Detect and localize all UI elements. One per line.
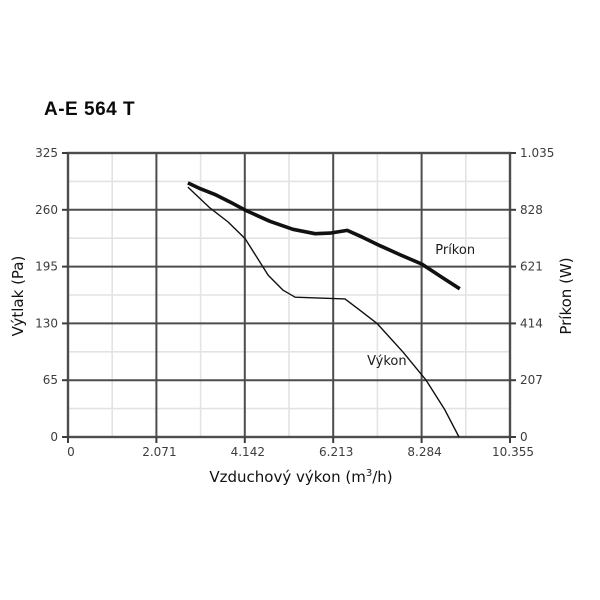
series-vykon-label: Výkon xyxy=(367,354,407,369)
y-right-tick-label: 414 xyxy=(520,316,543,330)
x-tick-label: 6.213 xyxy=(319,445,353,459)
y-right-tick-label: 1.035 xyxy=(520,146,554,160)
x-axis-title-prefix: Vzduchový výkon (m xyxy=(209,468,366,486)
x-axis-title-superscript: 3 xyxy=(365,468,373,479)
x-axis-title: Vzduchový výkon (m3/h) xyxy=(80,468,522,486)
plot-border xyxy=(66,151,512,439)
y-left-tick-label: 325 xyxy=(35,146,58,160)
x-tick-label: 8.284 xyxy=(407,445,441,459)
x-axis-title-suffix: /h) xyxy=(372,468,393,486)
chart-title: A-E 564 T xyxy=(44,99,136,120)
series-prikon-label: Príkon xyxy=(435,243,475,258)
y-right-axis-title: Príkon (W) xyxy=(557,257,575,335)
y-right-tick-label: 828 xyxy=(520,203,543,217)
x-tick-label: 4.142 xyxy=(231,445,265,459)
y-left-tick-label: 0 xyxy=(50,430,58,444)
y-left-tick-label: 195 xyxy=(35,260,58,274)
x-tick-label: 0 xyxy=(67,445,75,459)
x-tick-label: 10.355 xyxy=(492,445,534,459)
y-left-axis-title: Výtlak (Pa) xyxy=(9,255,27,337)
y-left-tick-label: 65 xyxy=(43,373,58,387)
series-vykon-curve xyxy=(187,186,460,438)
y-left-tick-label: 130 xyxy=(35,316,58,330)
y-right-tick-label: 207 xyxy=(520,373,543,387)
y-right-tick-label: 621 xyxy=(520,260,543,274)
y-left-tick-label: 260 xyxy=(35,203,58,217)
series-prikon-curve xyxy=(187,181,461,291)
y-right-tick-label: 0 xyxy=(520,430,528,444)
x-tick-label: 2.071 xyxy=(142,445,176,459)
